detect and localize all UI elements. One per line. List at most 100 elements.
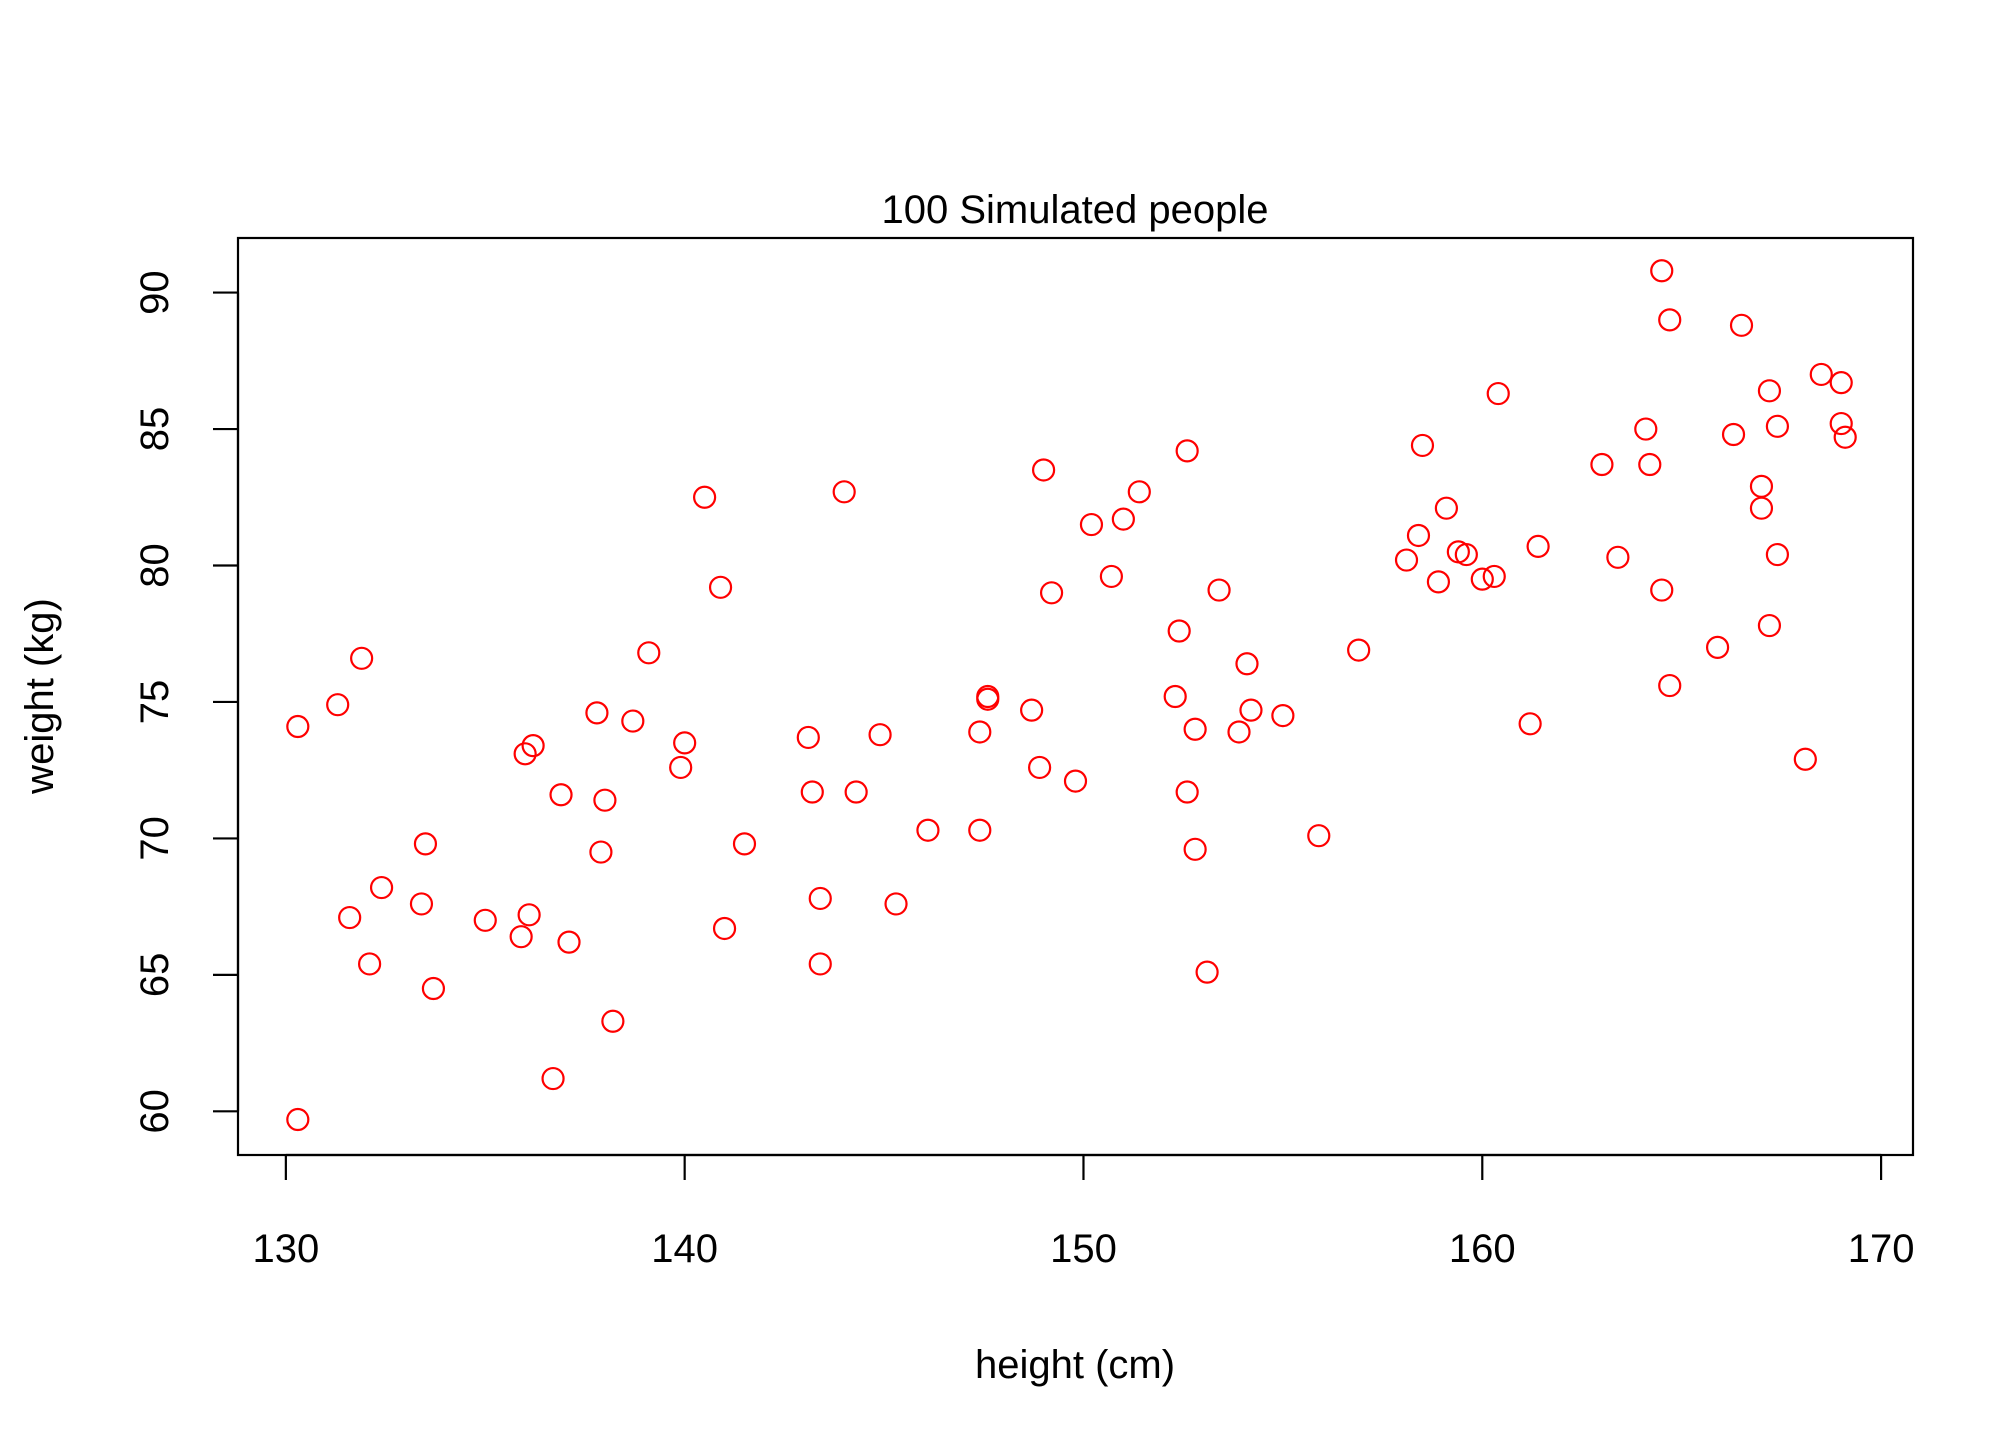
data-point — [1606, 545, 1630, 569]
x-tick-label: 160 — [1449, 1227, 1516, 1271]
data-point — [832, 480, 856, 504]
data-point — [286, 714, 310, 739]
data-point — [1020, 698, 1044, 722]
data-point — [369, 875, 394, 900]
data-point — [708, 575, 733, 599]
data-point — [1829, 411, 1853, 436]
x-tick-label: 130 — [252, 1227, 319, 1271]
data-point — [1833, 425, 1857, 449]
y-tick-label: 80 — [133, 543, 177, 588]
data-point — [808, 886, 832, 911]
data-point — [1406, 523, 1431, 548]
data-point — [732, 832, 757, 856]
data-point — [1175, 780, 1199, 804]
data-point — [1729, 313, 1754, 337]
data-point — [350, 646, 374, 670]
data-point — [338, 905, 362, 930]
data-point — [1207, 578, 1231, 602]
data-point — [1482, 564, 1506, 589]
data-point — [1434, 496, 1458, 520]
data-point — [1721, 422, 1746, 447]
data-point — [286, 1107, 310, 1132]
x-tick-label: 170 — [1848, 1227, 1915, 1271]
y-tick-label: 70 — [133, 816, 177, 861]
data-point — [541, 1066, 565, 1091]
data-point — [693, 485, 717, 509]
data-point — [1470, 567, 1494, 591]
data-point — [589, 840, 613, 864]
data-point — [326, 693, 350, 717]
data-point — [1793, 747, 1817, 771]
data-point — [1650, 578, 1674, 602]
data-point — [1163, 684, 1187, 709]
data-point — [557, 930, 581, 954]
data-point — [1127, 480, 1151, 504]
data-point — [1829, 371, 1853, 395]
data-point — [1705, 635, 1730, 659]
chart-title: 100 Simulated people — [882, 188, 1269, 232]
data-point — [1183, 717, 1207, 741]
data-point — [549, 783, 573, 807]
data-point — [1526, 534, 1550, 558]
data-point — [1271, 704, 1295, 728]
data-point — [1634, 417, 1658, 441]
data-point — [1063, 769, 1088, 793]
data-point — [1195, 960, 1219, 984]
x-axis-label: height (cm) — [975, 1343, 1175, 1387]
data-point — [1410, 433, 1435, 458]
data-point — [413, 832, 438, 856]
data-point — [1099, 564, 1123, 589]
data-point — [473, 908, 497, 932]
data-point — [521, 734, 545, 758]
x-axis: 130 140 150 160 170 — [252, 1153, 1915, 1271]
data-points — [286, 259, 1857, 1132]
data-point — [808, 952, 832, 976]
data-point — [621, 709, 645, 733]
data-point — [1765, 542, 1790, 567]
data-point — [673, 731, 697, 755]
data-point — [1175, 439, 1199, 463]
data-point — [1031, 458, 1056, 482]
x-tick-label: 140 — [651, 1227, 718, 1271]
data-point — [1307, 824, 1331, 848]
data-point — [712, 916, 737, 941]
y-tick-label: 60 — [133, 1089, 177, 1134]
data-point — [1111, 507, 1135, 531]
data-point — [513, 742, 537, 766]
data-point — [800, 780, 824, 804]
data-point — [669, 755, 693, 780]
data-point — [1028, 755, 1052, 780]
data-point — [1638, 452, 1662, 477]
data-point — [1426, 570, 1451, 594]
data-point — [976, 687, 1000, 711]
data-point — [1239, 698, 1263, 722]
data-point — [1757, 379, 1782, 403]
data-point — [1590, 452, 1614, 477]
data-point — [796, 725, 820, 750]
data-point — [1227, 720, 1251, 744]
data-point — [637, 641, 661, 665]
data-point — [509, 925, 533, 949]
data-point — [1486, 381, 1510, 406]
data-point — [358, 952, 382, 976]
data-point — [409, 892, 434, 916]
y-tick-label: 90 — [133, 270, 177, 315]
data-point — [1658, 673, 1682, 698]
data-point — [844, 780, 868, 804]
y-axis: 60 65 70 75 80 85 90 — [133, 270, 240, 1134]
y-tick-label: 75 — [133, 680, 177, 725]
data-point — [1765, 414, 1790, 438]
data-point — [517, 903, 541, 927]
data-point — [916, 818, 940, 842]
data-point — [1757, 613, 1782, 638]
data-point — [421, 976, 446, 1001]
data-point — [968, 720, 992, 744]
data-point — [1394, 548, 1419, 572]
data-point — [1749, 496, 1774, 520]
data-point — [1658, 308, 1682, 332]
data-point — [1079, 512, 1104, 537]
data-point — [1809, 362, 1833, 387]
